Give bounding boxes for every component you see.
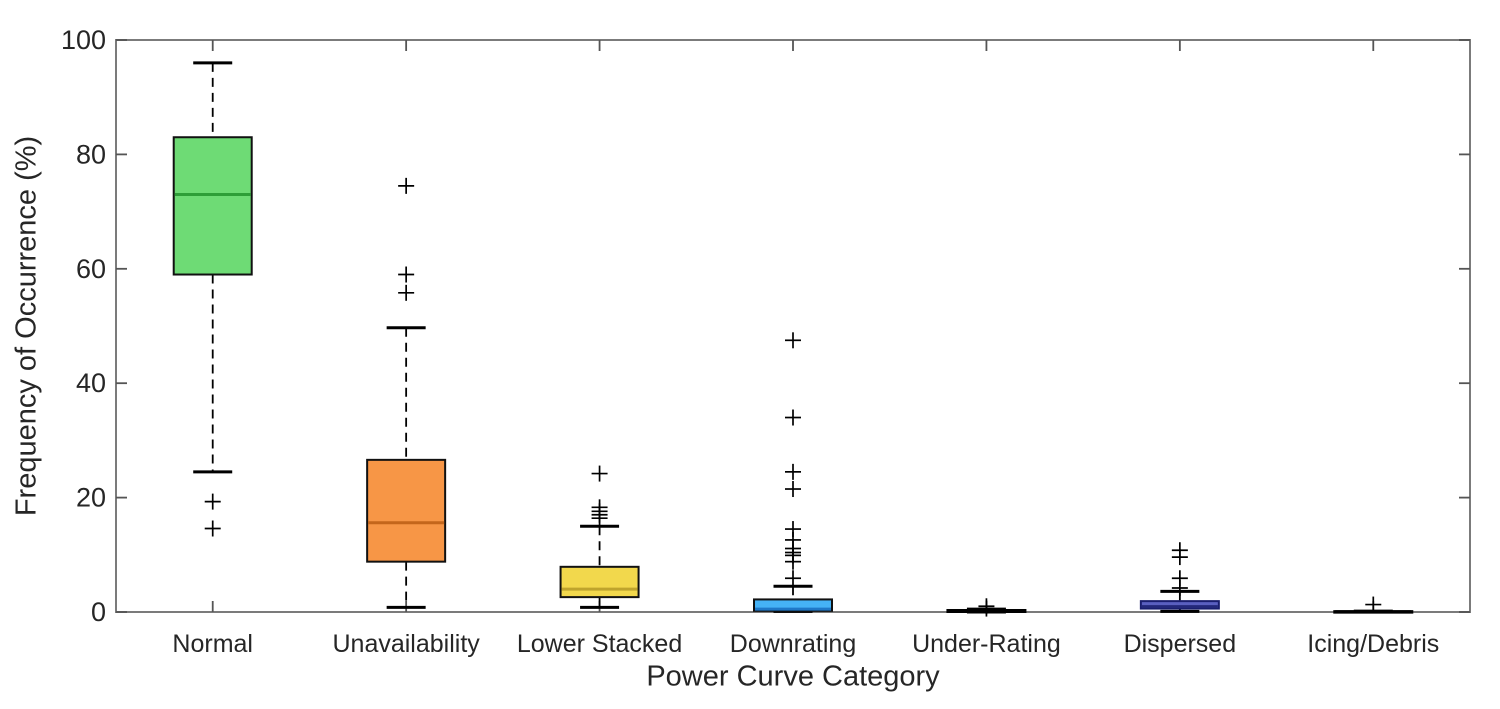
- x-axis-label: Power Curve Category: [646, 660, 940, 693]
- box-unavailability: [366, 458, 447, 563]
- y-tick-label: 40: [76, 368, 106, 398]
- y-tick-label: 80: [76, 139, 106, 169]
- y-tick-label: 20: [76, 483, 106, 513]
- category-label: Icing/Debris: [1307, 630, 1439, 658]
- box-normal: [172, 136, 253, 276]
- y-tick-label: 0: [91, 597, 106, 627]
- y-tick-label: 100: [61, 25, 106, 55]
- box-lower-stacked: [559, 565, 640, 599]
- y-tick-label: 60: [76, 254, 106, 284]
- category-label: Dispersed: [1124, 630, 1237, 658]
- category-label: Under-Rating: [912, 630, 1061, 658]
- box-dispersed: [1139, 600, 1220, 610]
- y-axis-label: Frequency of Occurrence (%): [10, 135, 43, 517]
- box-downrating: [753, 598, 833, 612]
- category-label: Unavailability: [332, 630, 480, 658]
- category-label: Lower Stacked: [517, 630, 682, 658]
- category-label: Downrating: [730, 630, 856, 658]
- category-label: Normal: [172, 630, 253, 658]
